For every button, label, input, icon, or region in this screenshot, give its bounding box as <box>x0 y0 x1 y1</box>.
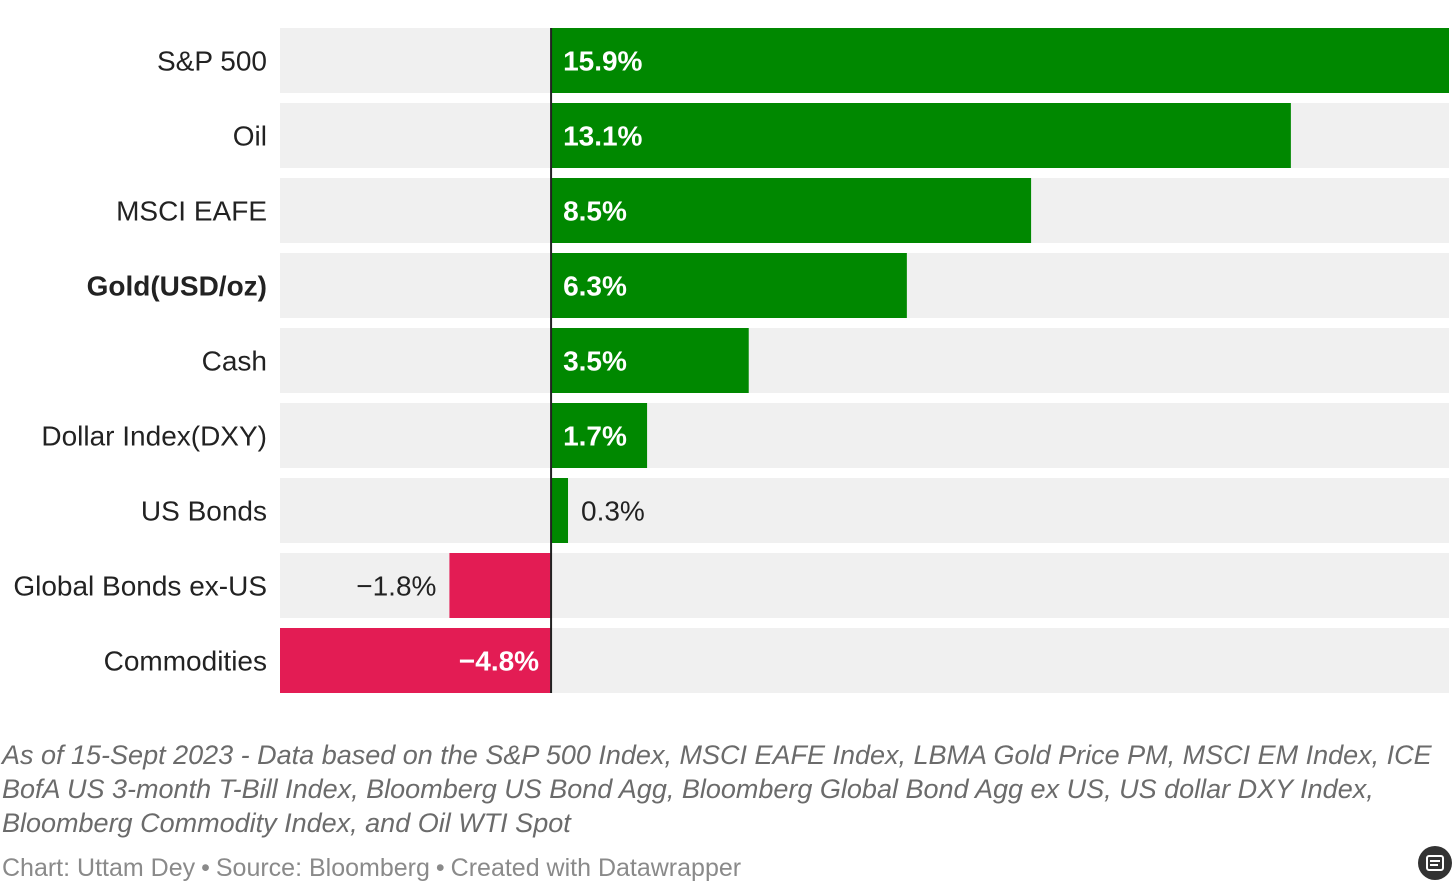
bar-track <box>280 328 1449 393</box>
bar-track <box>280 478 1449 543</box>
category-label: MSCI EAFE <box>116 196 267 227</box>
datawrapper-menu-icon[interactable] <box>1418 846 1452 880</box>
category-label: Gold(USD/oz) <box>87 271 267 302</box>
category-label: Dollar Index(DXY) <box>41 421 267 452</box>
category-label: Cash <box>202 346 267 377</box>
value-label: 0.3% <box>581 496 645 527</box>
bar <box>551 28 1449 93</box>
category-label: Commodities <box>104 646 267 677</box>
bar-chart: S&P 500 15.9% Oil 13.1% MSCI EAFE 8.5% Gold(US… <box>13 28 1449 693</box>
bar-rows: S&P 500 15.9% Oil 13.1% MSCI EAFE 8.5% Gold(US… <box>13 28 1449 693</box>
bar <box>280 628 552 693</box>
bar <box>551 253 907 318</box>
bar <box>551 103 1291 168</box>
chart-notes: As of 15-Sept 2023 - Data based on the S… <box>2 740 1432 838</box>
credit-created-with[interactable]: Created with Datawrapper <box>450 854 742 882</box>
value-label: 6.3% <box>563 271 627 302</box>
bar <box>551 403 648 468</box>
value-label: 15.9% <box>563 46 642 77</box>
value-label: 13.1% <box>563 121 642 152</box>
value-label: −1.8% <box>356 571 436 602</box>
bar <box>551 478 569 543</box>
bar-track <box>280 403 1449 468</box>
category-label: Global Bonds ex-US <box>13 571 267 602</box>
credit-author: Chart: Uttam Dey <box>2 854 196 882</box>
value-label: 3.5% <box>563 346 627 377</box>
value-label: −4.8% <box>459 646 539 677</box>
bar <box>551 328 749 393</box>
chart-credit: Chart: Uttam Dey • Source: Bloomberg • Creat… <box>2 854 741 883</box>
bar <box>551 178 1032 243</box>
bar <box>449 553 552 618</box>
category-label: Oil <box>233 121 267 152</box>
category-label: S&P 500 <box>157 46 267 77</box>
credit-separator: • <box>435 854 445 882</box>
value-label: 8.5% <box>563 196 627 227</box>
credit-separator: • <box>201 854 210 882</box>
credit-source: Source: Bloomberg <box>215 854 430 882</box>
value-label: 1.7% <box>563 421 627 452</box>
category-label: US Bonds <box>141 496 267 527</box>
